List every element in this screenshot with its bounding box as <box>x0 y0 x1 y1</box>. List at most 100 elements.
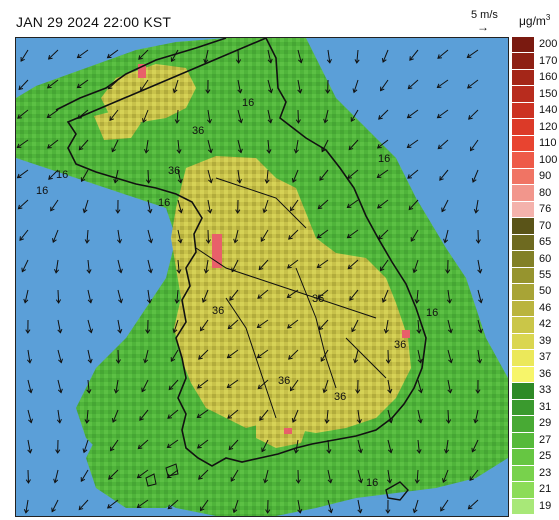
wind-arrow-head <box>376 173 382 178</box>
wind-arrow-head <box>78 145 84 151</box>
wind-arrow-head <box>140 86 145 92</box>
wind-arrow <box>197 379 209 389</box>
wind-arrow-head <box>228 445 234 451</box>
wind-arrow-head <box>347 264 353 270</box>
colorbar-cell <box>512 102 534 120</box>
wind-arrow-head <box>20 57 25 62</box>
colorbar-cell <box>512 69 534 87</box>
wind-arrow <box>171 49 179 62</box>
wind-arrow <box>57 349 62 363</box>
wind-arrow-head <box>206 118 213 124</box>
wind-arrow-head <box>354 59 360 64</box>
wind-arrow-head <box>138 55 143 60</box>
wind-arrow-head <box>238 118 244 124</box>
wind-arrow <box>257 379 269 389</box>
wind-arrow-head <box>229 296 234 301</box>
wind-arrow-head <box>295 119 301 124</box>
wind-arrow-head <box>141 387 146 393</box>
contour-label: 36 <box>312 293 324 305</box>
wind-arrow <box>138 49 149 60</box>
wind-arrow-head <box>17 204 23 210</box>
colorbar-label: 46 <box>539 301 552 314</box>
contour-label: 16 <box>426 307 438 319</box>
wind-arrow <box>117 319 121 333</box>
wind-arrow <box>57 289 60 304</box>
wind-arrow-head <box>323 118 329 124</box>
islands-sw <box>145 463 179 487</box>
wind-arrow <box>19 229 29 241</box>
wind-arrow-head <box>355 389 361 394</box>
wind-arrow-head <box>316 233 322 239</box>
colorbar-label: 80 <box>539 186 552 199</box>
wind-arrow-head <box>145 329 151 334</box>
wind-arrow <box>441 199 449 212</box>
map-panel[interactable]: 16 16 16 16 16 16 16 36 36 36 36 36 36 3… <box>15 37 509 517</box>
wind-arrow <box>387 379 391 393</box>
hotspot-south <box>284 428 292 434</box>
wind-arrow-head <box>237 88 243 94</box>
wind-arrow <box>287 319 299 329</box>
wind-arrow-head <box>113 178 119 184</box>
wind-arrow-head <box>412 508 418 514</box>
wind-arrow-head <box>233 238 239 244</box>
wind-arrow-head <box>467 504 473 510</box>
wind-arrow-head <box>235 209 241 214</box>
wind-arrow-head <box>236 179 242 184</box>
wind-arrow-head <box>321 147 326 153</box>
colorbar-label: 90 <box>539 170 552 183</box>
wind-arrow <box>27 379 32 393</box>
colorbar-label: 23 <box>539 466 552 479</box>
colorbar-cell <box>512 201 534 219</box>
wind-arrow-head <box>473 418 479 424</box>
wind-arrow <box>357 499 361 513</box>
wind-arrow <box>447 289 451 303</box>
wind-arrow-head <box>107 84 113 90</box>
wind-arrow <box>167 469 179 479</box>
colorbar-legend: 200 170 160 150 140 120 110 100 90 80 76 70 65 60 55 50… <box>512 37 559 515</box>
wind-arrow <box>227 379 239 388</box>
colorbar-label: 37 <box>539 351 552 364</box>
wind-arrow <box>295 139 299 153</box>
wind-arrow-head <box>346 203 352 209</box>
wind-arrow <box>349 289 359 301</box>
wind-arrow <box>107 49 119 59</box>
wind-arrow-head <box>205 89 211 94</box>
colorbar-cell <box>512 465 534 483</box>
colorbar-label: 100 <box>539 153 558 166</box>
wind-arrow-head <box>347 174 352 179</box>
colorbar-label: 29 <box>539 417 552 430</box>
wind-arrow <box>87 259 90 273</box>
wind-arrow-head <box>196 383 202 389</box>
wind-arrow-head <box>356 419 362 424</box>
coastline-peninsula <box>55 38 427 467</box>
wind-arrow <box>17 169 29 179</box>
wind-arrow-head <box>416 449 422 454</box>
wind-arrow <box>477 289 482 303</box>
wind-arrow-head <box>21 267 27 273</box>
wind-arrow-head <box>87 358 93 364</box>
haze-yellow-north <box>101 64 196 123</box>
wind-arrow-head <box>476 358 483 364</box>
wind-arrow <box>267 139 270 153</box>
wind-arrow-head <box>473 208 479 214</box>
wind-arrow <box>292 169 299 183</box>
wind-arrow-head <box>232 508 238 514</box>
wind-arrow <box>227 319 239 330</box>
wind-arrow <box>48 49 59 60</box>
wind-arrow <box>440 499 449 512</box>
wind-arrow <box>267 109 272 123</box>
wind-arrow <box>258 259 269 270</box>
wind-arrow <box>257 289 269 299</box>
wind-arrow-head <box>17 114 22 119</box>
wind-arrow <box>57 319 61 333</box>
wind-arrow <box>228 439 239 450</box>
wind-arrow <box>145 139 149 153</box>
wind-arrow-head <box>50 206 55 212</box>
wind-arrow-head <box>76 83 82 89</box>
wind-arrow-head <box>203 268 209 274</box>
wind-arrow <box>347 199 359 208</box>
wind-arrow-head <box>388 418 393 424</box>
wind-arrow-head <box>80 177 86 183</box>
colorbar-label: 110 <box>539 137 557 150</box>
wind-arrow-head <box>357 508 363 514</box>
